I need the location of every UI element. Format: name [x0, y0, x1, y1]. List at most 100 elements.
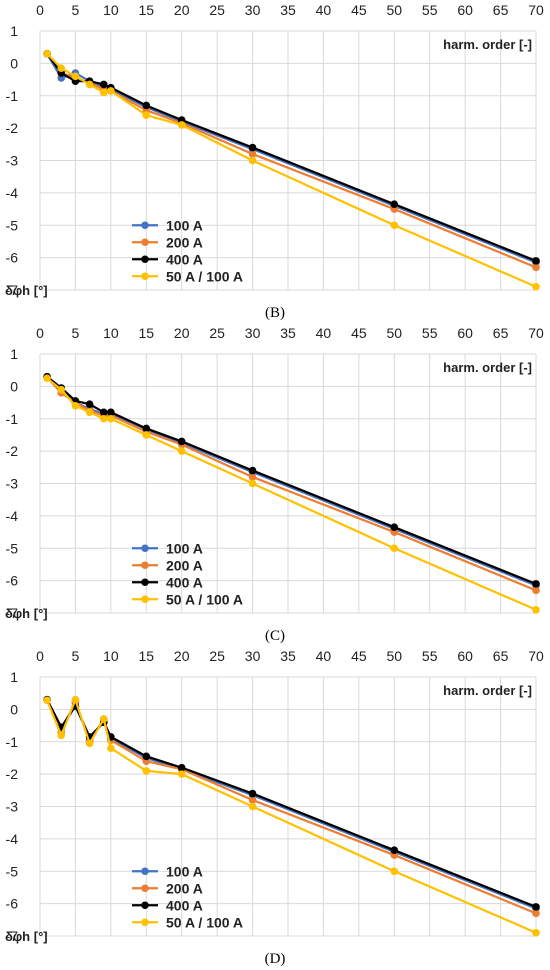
data-point — [248, 466, 257, 475]
x-tick-label: 30 — [245, 325, 261, 341]
y-tick-labels: 1 0 -1 -2 -3 -4 -5 -6 -7 — [6, 669, 19, 944]
x-tick-labels: 0 5 10 15 20 25 30 35 40 45 50 55 60 65 70 — [36, 648, 544, 664]
legend-item: 50 A / 100 A — [132, 914, 243, 930]
x-tick-label: 40 — [316, 325, 332, 341]
data-point — [43, 49, 51, 58]
x-tick-label: 30 — [245, 2, 261, 18]
y-tick-labels: 1 0 -1 -2 -3 -4 -5 -6 -7 — [6, 346, 19, 621]
legend-label: 50 A / 100 A — [166, 914, 243, 930]
data-point — [177, 447, 186, 455]
y-tick-label: -2 — [6, 120, 19, 136]
y-tick-label: -1 — [6, 734, 19, 750]
data-point — [85, 739, 94, 748]
x-tick-label: 60 — [457, 325, 473, 341]
y-tick-label: -7 — [6, 605, 19, 621]
legend-label: 50 A / 100 A — [166, 268, 243, 284]
data-point — [99, 414, 108, 423]
series-line — [46, 53, 537, 262]
x-tick-label: 15 — [138, 2, 154, 18]
grid — [39, 30, 537, 291]
x-tick-label: 60 — [457, 648, 473, 664]
y-tick-label: -5 — [6, 863, 19, 879]
x-tick-label: 45 — [351, 325, 367, 341]
x-tick-label: 65 — [493, 2, 509, 18]
x-tick-label: 60 — [457, 2, 473, 18]
x-tick-label: 30 — [245, 648, 261, 664]
x-tick-labels: 0 5 10 15 20 25 30 35 40 45 50 55 60 65 70 — [36, 2, 544, 18]
x-tick-label: 0 — [36, 2, 44, 18]
x-tick-label: 10 — [103, 648, 119, 664]
series-line — [46, 699, 537, 908]
legend-swatch-marker — [141, 561, 149, 570]
series-line — [46, 377, 537, 611]
legend-swatch-marker — [141, 238, 149, 247]
grid — [39, 676, 537, 937]
data-point — [142, 101, 151, 110]
data-point — [142, 767, 151, 775]
data-point — [177, 763, 186, 772]
x-tick-label: 55 — [422, 648, 438, 664]
data-point — [390, 544, 399, 553]
legend-label: 200 A — [166, 234, 203, 250]
data-point — [99, 80, 108, 89]
data-point — [71, 72, 80, 81]
y-tick-labels: 1 0 -1 -2 -3 -4 -5 -6 -7 — [6, 23, 19, 298]
y-axis-title: δφh [°] — [5, 606, 48, 621]
panel-label: (B) — [265, 305, 285, 321]
data-point — [177, 770, 186, 778]
legend-swatch-marker — [141, 867, 149, 876]
x-tick-label: 40 — [316, 648, 332, 664]
x-tick-label: 20 — [174, 648, 190, 664]
legend-swatch-marker — [141, 884, 149, 893]
data-point — [107, 87, 115, 95]
chart-panel-c: 0 5 10 15 20 25 30 35 40 45 50 55 60 65 7010-1-2-3-4-5… — [5, 325, 544, 644]
panel-label: (C) — [265, 628, 285, 644]
x-tick-label: 15 — [138, 648, 154, 664]
x-tick-label: 50 — [386, 2, 402, 18]
legend-swatch-marker — [141, 595, 149, 604]
x-tick-label: 50 — [386, 648, 402, 664]
x-tick-label: 5 — [72, 648, 80, 664]
legend-item: 200 A — [132, 557, 203, 573]
data-point — [390, 221, 399, 230]
legend-swatch-marker — [141, 255, 149, 264]
y-tick-label: 1 — [10, 23, 18, 39]
data-point — [107, 408, 115, 417]
legend-item: 400 A — [132, 574, 203, 590]
x-tick-label: 70 — [528, 325, 544, 341]
data-point — [248, 150, 257, 158]
legend-label: 400 A — [166, 251, 203, 267]
x-tick-label: 45 — [351, 2, 367, 18]
y-tick-label: -5 — [6, 540, 19, 556]
y-tick-label: -7 — [6, 282, 19, 298]
legend-swatch-marker — [141, 901, 149, 910]
y-tick-label: -1 — [6, 88, 19, 104]
x-tick-label: 55 — [422, 2, 438, 18]
series-3 — [43, 695, 540, 937]
data-point — [71, 695, 80, 704]
data-point — [177, 121, 186, 129]
data-point — [142, 111, 151, 119]
series-3 — [43, 374, 540, 614]
x-tick-label: 35 — [280, 325, 296, 341]
data-point — [532, 257, 540, 265]
legend-label: 200 A — [166, 557, 203, 573]
legend-item: 100 A — [132, 863, 203, 879]
panel-label: (D) — [265, 951, 286, 967]
data-point — [107, 744, 115, 753]
y-tick-label: -4 — [6, 831, 19, 847]
x-tick-label: 25 — [209, 648, 225, 664]
y-tick-label: -2 — [6, 443, 19, 459]
x-tick-label: 55 — [422, 325, 438, 341]
legend-label: 50 A / 100 A — [166, 591, 243, 607]
x-tick-label: 35 — [280, 648, 296, 664]
y-tick-label: -6 — [6, 896, 19, 912]
data-point — [390, 523, 399, 532]
y-tick-label: -3 — [6, 476, 19, 492]
data-point — [85, 80, 94, 89]
y-axis-title: δφh [°] — [5, 929, 48, 944]
x-tick-label: 0 — [36, 648, 44, 664]
